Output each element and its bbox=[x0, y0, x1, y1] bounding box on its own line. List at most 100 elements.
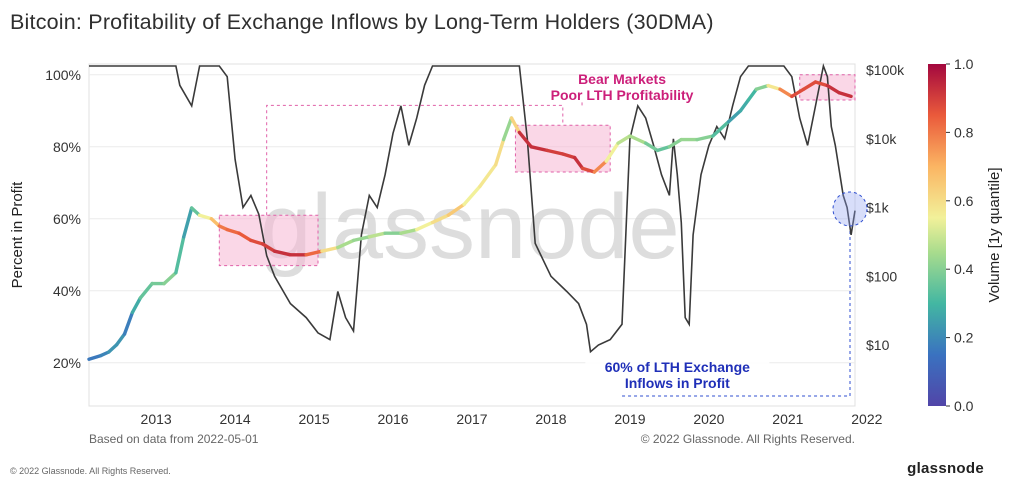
bear-markets-annotation: Poor LTH Profitability bbox=[551, 87, 694, 103]
x-tick-label: 2022 bbox=[851, 411, 882, 427]
profit-line-segment bbox=[501, 116, 514, 142]
colorbar-tick-label: 1.0 bbox=[954, 56, 974, 72]
colorbar-tick-label: 0.0 bbox=[954, 398, 974, 414]
y2-tick-label: $1k bbox=[866, 200, 890, 216]
colorbar-tick-label: 0.6 bbox=[954, 193, 974, 209]
price-line bbox=[89, 63, 856, 354]
colorbar-label: Volume [1y quantile] bbox=[986, 167, 1003, 302]
x-tick-label: 2013 bbox=[141, 411, 172, 427]
profit-line-segment bbox=[529, 145, 549, 153]
profit-line-segment bbox=[446, 202, 466, 217]
profit-line-segment bbox=[304, 249, 324, 257]
profit-line-segment bbox=[130, 296, 143, 315]
profit-line-segment bbox=[114, 332, 127, 347]
watermark: glassnode bbox=[260, 176, 679, 278]
y-axis-label: Percent in Profit bbox=[9, 181, 26, 289]
profit-line-segment bbox=[837, 91, 853, 99]
profit-line-segment bbox=[493, 137, 506, 167]
y-tick-label: 100% bbox=[45, 67, 81, 83]
x-tick-label: 2015 bbox=[298, 411, 329, 427]
x-tick-label: 2019 bbox=[614, 411, 645, 427]
colorbar-tick-label: 0.4 bbox=[954, 261, 974, 277]
y-tick-label: 20% bbox=[53, 355, 81, 371]
profit-line-segment bbox=[122, 310, 135, 336]
profit-line-segment bbox=[644, 141, 660, 153]
profit-line-segment bbox=[813, 80, 830, 88]
profit-line-segment bbox=[738, 98, 751, 113]
y2-tick-label: $10k bbox=[866, 131, 897, 147]
y-tick-label: 80% bbox=[53, 139, 81, 155]
footer-copyright: © 2022 Glassnode. All Rights Reserved. bbox=[10, 466, 171, 476]
profit-line-segment bbox=[351, 235, 372, 243]
profit-line-segment bbox=[336, 238, 356, 250]
profit-line-segment bbox=[415, 220, 435, 232]
profit-line-segment bbox=[667, 137, 683, 149]
profit-line-segment bbox=[545, 148, 565, 156]
profit-line-segment bbox=[825, 83, 841, 95]
profit-line-segment bbox=[225, 227, 241, 235]
profit-line-segment bbox=[237, 231, 253, 243]
profit-line-segment bbox=[209, 217, 221, 228]
y2-tick-label: $10 bbox=[866, 337, 890, 353]
profit-line-segment bbox=[189, 206, 202, 217]
profit-line-segment bbox=[478, 163, 498, 189]
profit-line-segment bbox=[430, 213, 451, 225]
profit-line-segment bbox=[174, 235, 186, 275]
profit-line-segment bbox=[628, 134, 648, 145]
profit-line-segment bbox=[790, 87, 806, 99]
x-tick-label: 2014 bbox=[220, 411, 251, 427]
profit-line-segment bbox=[746, 87, 758, 102]
x-tick-label: 2020 bbox=[693, 411, 724, 427]
profit-line-segment bbox=[801, 80, 818, 91]
profit-line-segment bbox=[138, 281, 154, 300]
profit-line-segment bbox=[462, 184, 482, 207]
profit-line-segment bbox=[655, 145, 672, 153]
profit-line-segment bbox=[272, 249, 293, 257]
profit-line-segment bbox=[399, 227, 419, 235]
profit-line-segment bbox=[261, 242, 277, 253]
profit-line-segment bbox=[107, 343, 119, 354]
profit-line-segment bbox=[249, 238, 265, 246]
footer-brand-logo: glassnode bbox=[907, 460, 984, 477]
plot-frame bbox=[88, 63, 856, 407]
profit-line-segment bbox=[320, 245, 340, 253]
x-tick-label: 2016 bbox=[377, 411, 408, 427]
bear-market-highlight bbox=[218, 214, 319, 267]
lth-profit-annotation: 60% of LTH Exchange bbox=[605, 359, 750, 375]
profit-line-segment bbox=[711, 119, 731, 138]
x-tick-label: 2018 bbox=[535, 411, 566, 427]
colorbar bbox=[928, 64, 946, 406]
profit-line-segment bbox=[766, 83, 782, 91]
profit-line-segment bbox=[604, 141, 620, 163]
bear-markets-annotation: Bear Markets bbox=[578, 71, 666, 87]
profit-line-segment bbox=[517, 130, 533, 149]
profit-line-segment bbox=[572, 155, 585, 171]
bear-market-highlight bbox=[514, 124, 611, 173]
annotation-connector bbox=[266, 104, 564, 216]
lth-profit-annotation: Inflows in Profit bbox=[625, 375, 730, 391]
profit-line-segment bbox=[367, 231, 387, 239]
profit-line-segment bbox=[561, 152, 577, 160]
profit-line-segment bbox=[509, 116, 522, 135]
colorbar-tick-label: 0.2 bbox=[954, 330, 974, 346]
profit-line-segment bbox=[87, 353, 103, 361]
profit-line-segment bbox=[754, 83, 770, 91]
annotation-bg bbox=[585, 355, 770, 391]
profit-line-segment bbox=[162, 271, 178, 286]
profit-line-segment bbox=[778, 87, 794, 99]
profit-line-segment bbox=[695, 134, 715, 142]
x-tick-label: 2021 bbox=[772, 411, 803, 427]
chart-title: Bitcoin: Profitability of Exchange Inflo… bbox=[10, 10, 714, 34]
profit-line-segment bbox=[580, 166, 597, 174]
colorbar-tick-label: 0.8 bbox=[954, 124, 974, 140]
x-tick-label: 2017 bbox=[456, 411, 487, 427]
profit-line-segment bbox=[182, 206, 194, 239]
source-note: Based on data from 2022-05-01 bbox=[89, 432, 259, 446]
y-tick-label: 60% bbox=[53, 211, 81, 227]
profit-line-segment bbox=[592, 159, 608, 174]
profit-line-segment bbox=[616, 134, 632, 145]
profit-line-segment bbox=[197, 213, 214, 221]
chart-copyright: © 2022 Glassnode. All Rights Reserved. bbox=[641, 432, 855, 446]
y-tick-label: 40% bbox=[53, 283, 81, 299]
